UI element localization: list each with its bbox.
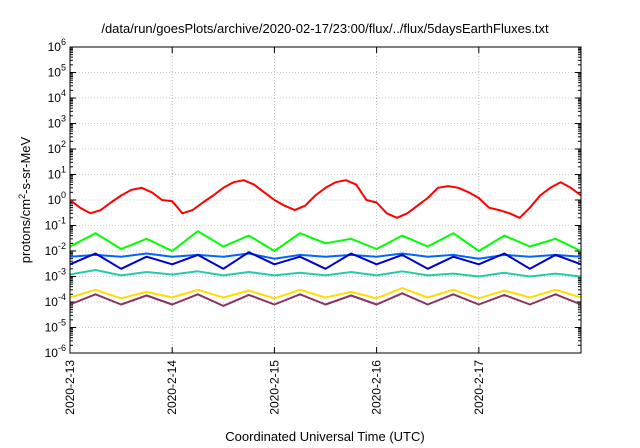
x-axis-label: Coordinated Universal Time (UTC) <box>225 429 424 444</box>
chart-title: /data/run/goesPlots/archive/2020-02-17/2… <box>101 21 549 36</box>
series-line-0 <box>69 179 582 219</box>
x-tick-label: 2020-2-13 <box>63 360 77 415</box>
y-tick-label: 106 <box>48 37 66 54</box>
x-tick-label: 2020-2-14 <box>165 360 179 415</box>
y-tick-label: 103 <box>48 114 66 131</box>
y-axis-label-rest: -s-sr-MeV <box>18 136 33 193</box>
x-tick-label: 2020-2-16 <box>370 360 384 415</box>
y-tick-label: 10-5 <box>45 318 66 335</box>
grid-lines <box>70 47 581 353</box>
y-tick-label: 102 <box>48 139 66 156</box>
y-tick-label: 100 <box>48 190 66 207</box>
y-tick-label: 10-6 <box>45 343 66 360</box>
y-axis-label-base: protons/cm <box>18 199 33 263</box>
y-tick-label: 10-3 <box>45 267 66 284</box>
series-line-1 <box>69 230 582 252</box>
series-line-4 <box>69 269 582 278</box>
y-axis-label: protons/cm2-s-sr-MeV <box>17 136 33 263</box>
y-axis-label-sup: 2 <box>17 194 27 199</box>
series-line-3 <box>69 251 582 270</box>
y-tick-label: 105 <box>48 63 66 80</box>
y-tick-label: 10-2 <box>45 241 66 258</box>
y-tick-label: 10-1 <box>45 216 66 233</box>
x-tick-label: 2020-2-15 <box>267 360 281 415</box>
y-tick-label: 101 <box>48 165 66 182</box>
y-tick-label: 104 <box>48 88 66 105</box>
series-line-6 <box>69 292 582 307</box>
x-tick-label: 2020-2-17 <box>472 360 486 415</box>
plot-frame <box>69 46 582 354</box>
series-line-5 <box>69 287 582 300</box>
y-tick-label: 10-4 <box>45 292 66 309</box>
series-layer <box>69 179 582 307</box>
